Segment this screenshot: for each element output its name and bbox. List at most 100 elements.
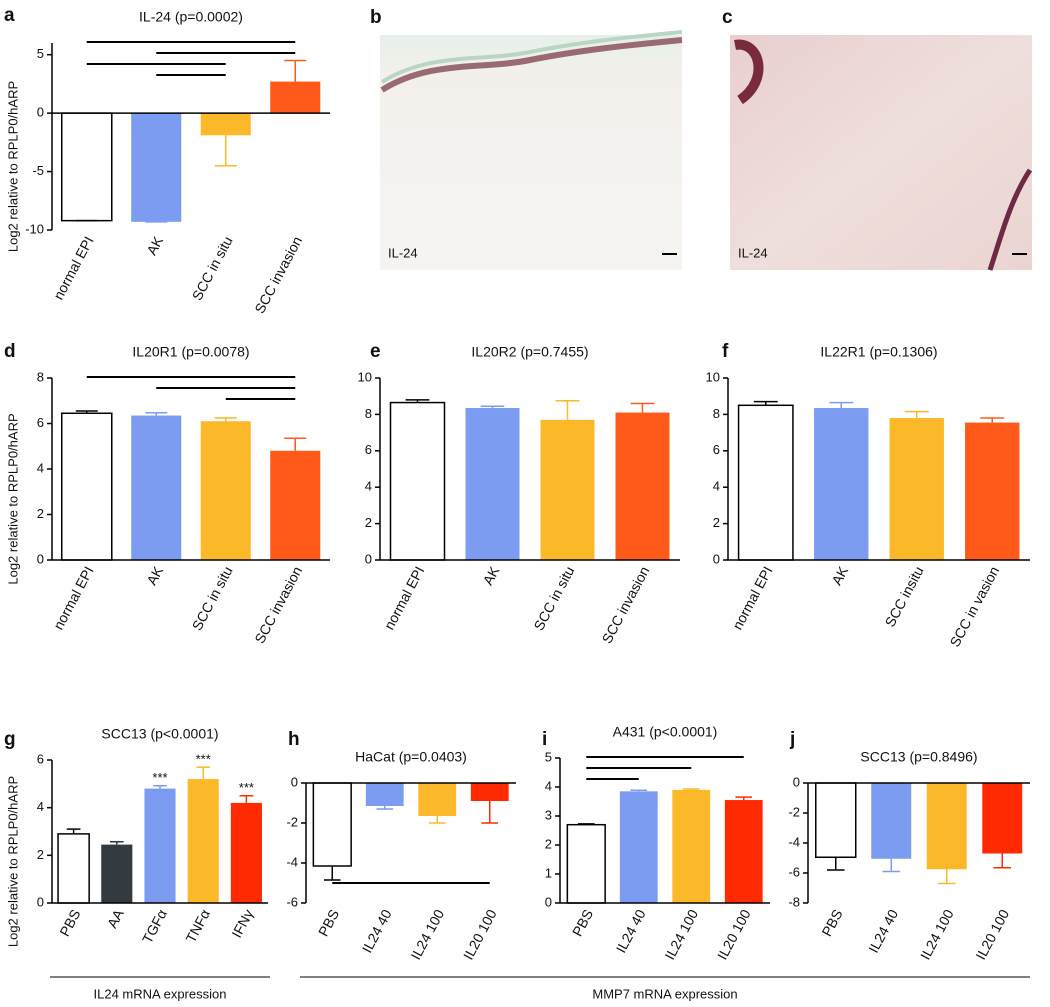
y-tick-label: -2 — [788, 804, 800, 819]
bar — [144, 788, 176, 903]
bar — [230, 802, 262, 903]
y-tick-label: 0 — [37, 894, 44, 909]
bar — [619, 791, 658, 903]
x-tick-label: IL20 100 — [460, 906, 500, 962]
x-tick-label: AK — [143, 233, 166, 258]
x-tick-label: normal EPI — [50, 234, 97, 303]
panel-letter: e — [370, 341, 381, 362]
x-tick-label: IL20 100 — [714, 906, 754, 962]
bar — [200, 113, 251, 136]
bar — [418, 783, 457, 816]
bar — [566, 823, 606, 904]
bar — [60, 412, 113, 561]
y-tick-label: -4 — [788, 834, 800, 849]
bar — [187, 779, 219, 903]
x-tick-label: PBS — [56, 907, 83, 939]
x-tick-label: PBS — [315, 907, 342, 939]
y-tick-label: 4 — [365, 479, 372, 494]
y-tick-label: 2 — [365, 515, 372, 530]
bar — [57, 833, 90, 904]
bar — [312, 782, 352, 867]
y-tick-label: 1 — [545, 865, 552, 880]
y-tick-label: 0 — [365, 551, 372, 566]
x-tick-label: IL20 100 — [972, 906, 1012, 962]
chart-title: SCC13 (p<0.0001) — [101, 726, 218, 742]
y-tick-label: 3 — [545, 807, 552, 822]
x-tick-label: SCC insitu — [881, 564, 926, 630]
y-tick-label: -10 — [25, 221, 44, 236]
bar — [270, 81, 321, 114]
chart-title: IL22R1 (p=0.1306) — [820, 344, 937, 360]
y-tick-label: 2 — [37, 847, 44, 862]
bar — [724, 800, 763, 903]
bar — [465, 408, 520, 560]
x-tick-label: SCC in vasion — [946, 564, 1002, 650]
x-tick-label: SCC in situ — [189, 234, 236, 303]
bar — [814, 408, 869, 560]
bar — [540, 419, 595, 560]
x-tick-label: IL24 40 — [359, 906, 395, 955]
y-tick-label: 4 — [37, 460, 44, 475]
y-tick-label: 10 — [358, 369, 372, 384]
x-tick-label: normal EPI — [381, 564, 428, 633]
x-tick-label: IL24 40 — [613, 906, 649, 955]
image-label: IL-24 — [738, 245, 768, 260]
panel-letter: f — [722, 341, 729, 362]
panel-letter: c — [722, 7, 733, 28]
x-tick-label: SCC invasion — [598, 564, 652, 646]
y-tick-label: 0 — [37, 105, 44, 120]
bar — [365, 783, 404, 806]
panel-letter: h — [288, 729, 300, 750]
y-tick-label: -6 — [788, 864, 800, 879]
x-tick-label: AK — [828, 563, 851, 588]
y-tick-label: 5 — [545, 749, 552, 764]
y-axis-label: Log2 relative to RPLP0/hARP — [5, 81, 20, 252]
y-tick-label: 6 — [365, 442, 372, 457]
bar — [270, 450, 321, 560]
bar — [672, 789, 711, 903]
y-tick-label: 8 — [37, 369, 44, 384]
chart-title: A431 (p<0.0001) — [613, 724, 718, 740]
x-tick-label: normal EPI — [50, 564, 97, 633]
bar — [982, 783, 1023, 854]
chart-title: HaCat (p=0.0403) — [355, 749, 467, 765]
y-tick-label: 0 — [713, 551, 720, 566]
y-tick-label: 0 — [545, 894, 552, 909]
x-tick-label: PBS — [818, 907, 845, 939]
x-tick-label: AK — [143, 563, 166, 588]
y-tick-label: 0 — [291, 774, 298, 789]
y-tick-label: 6 — [713, 442, 720, 457]
panel-letter: b — [370, 7, 382, 28]
x-tick-label: TGFα — [139, 907, 170, 946]
bar — [131, 113, 182, 222]
y-tick-label: 5 — [37, 46, 44, 61]
y-tick-label: 8 — [365, 406, 372, 421]
x-tick-label: IL24 100 — [661, 906, 701, 962]
image-c — [730, 35, 1033, 271]
panel-letter: a — [4, 5, 15, 26]
x-tick-label: AA — [104, 906, 127, 931]
bar — [470, 783, 509, 801]
x-tick-label: IL24 100 — [917, 906, 957, 962]
x-tick-label: IFNγ — [228, 907, 256, 941]
x-tick-label: IL24 100 — [407, 906, 447, 962]
y-tick-label: -6 — [286, 894, 298, 909]
y-tick-label: -5 — [32, 163, 44, 178]
panel-letter: j — [789, 729, 795, 750]
bar — [871, 783, 912, 859]
x-tick-label: IL24 40 — [865, 906, 901, 955]
panel-letter: d — [4, 341, 16, 362]
image-b — [380, 30, 683, 270]
bar — [737, 404, 794, 561]
y-tick-label: 2 — [545, 836, 552, 851]
y-tick-label: 4 — [37, 799, 44, 814]
panel-letter: i — [542, 729, 547, 750]
bar — [889, 418, 944, 560]
bar — [131, 415, 182, 560]
chart-title: IL20R1 (p=0.0078) — [132, 344, 249, 360]
panel-letter: g — [4, 729, 16, 750]
y-tick-label: 6 — [37, 751, 44, 766]
bar — [815, 782, 857, 858]
bar — [926, 783, 967, 870]
